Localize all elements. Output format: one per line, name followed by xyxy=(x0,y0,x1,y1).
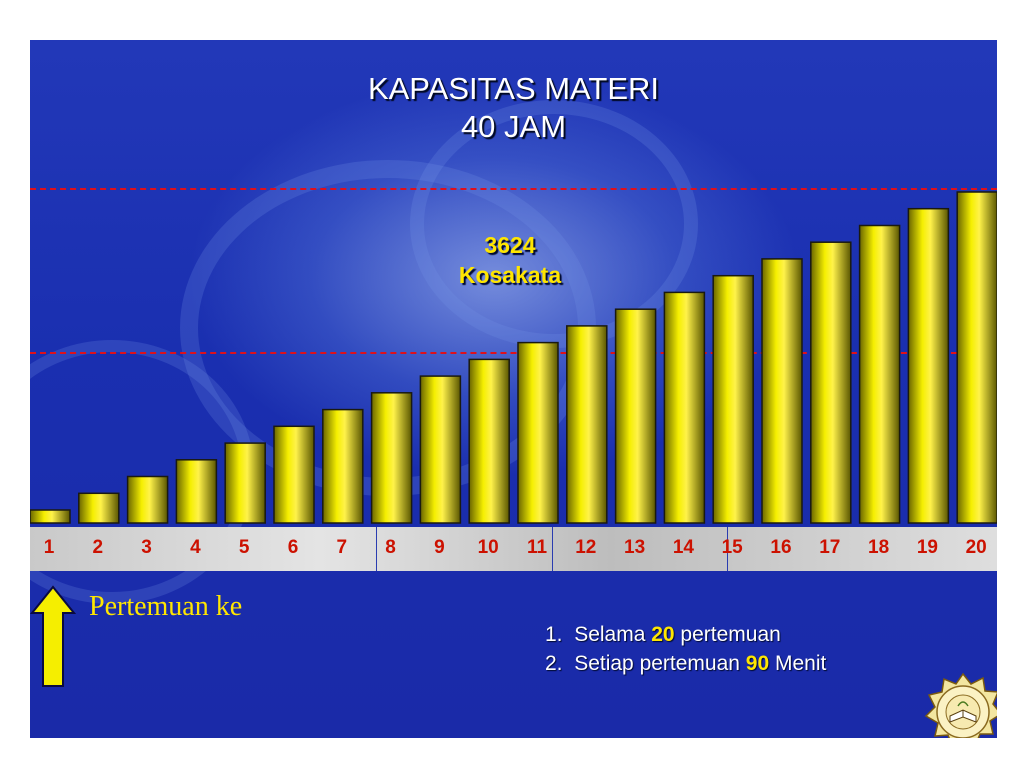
note-highlight: 90 xyxy=(745,652,770,675)
x-axis-label: Pertemuan ke xyxy=(89,591,243,622)
tick-label-12: 12 xyxy=(575,537,597,558)
note-text: Selama xyxy=(574,623,652,646)
note-number: 2. xyxy=(545,652,563,675)
tick-label-17: 17 xyxy=(819,537,841,558)
total-annotation: 3624 Kosakata xyxy=(410,230,610,290)
x-tick-labels: 1 2 3 4 5 6 7 8 9 10 11 12 13 14 15 16 17 18 19 20 xyxy=(30,537,997,561)
tick-label-16: 16 xyxy=(770,537,792,558)
bar-18 xyxy=(858,224,901,524)
note-item: 1. Selama 20 pertemuan xyxy=(545,620,826,649)
bar-8 xyxy=(370,392,413,524)
tick-label-9: 9 xyxy=(434,537,445,558)
bar-4 xyxy=(175,459,218,524)
note-text: Setiap pertemuan xyxy=(574,652,746,675)
title-line-2: 40 JAM xyxy=(460,109,567,144)
axis-divider xyxy=(727,527,728,571)
bar-17 xyxy=(810,241,852,524)
notes-list: 1. Selama 20 pertemuan 2. Setiap pertemu… xyxy=(545,620,826,678)
note-text: Menit xyxy=(769,652,827,675)
tick-label-18: 18 xyxy=(868,537,890,558)
tick-label-15: 15 xyxy=(721,537,743,558)
bar-3 xyxy=(126,475,169,524)
seal-emblem-icon xyxy=(924,672,997,738)
note-highlight: 20 xyxy=(651,623,675,646)
reference-line-mid xyxy=(30,352,997,354)
bar-20 xyxy=(956,191,997,524)
total-value: 3624 xyxy=(484,232,536,258)
bar-9 xyxy=(419,375,462,524)
bar-5 xyxy=(224,442,266,524)
note-number: 1. xyxy=(545,623,563,646)
tick-label-4: 4 xyxy=(190,537,201,558)
x-axis-strip xyxy=(30,527,997,571)
tick-label-5: 5 xyxy=(238,537,250,558)
tick-label-2: 2 xyxy=(92,537,104,558)
bar-2 xyxy=(78,492,120,524)
bar-6 xyxy=(273,425,315,524)
chart-title: KAPASITAS MATERI 40 JAM xyxy=(30,70,997,146)
bar-7 xyxy=(322,408,364,524)
tick-label-19: 19 xyxy=(916,537,938,558)
tick-label-11: 11 xyxy=(526,537,548,558)
total-label: Kosakata xyxy=(458,262,562,288)
title-line-1: KAPASITAS MATERI xyxy=(367,71,660,106)
axis-divider xyxy=(552,527,553,571)
note-text: pertemuan xyxy=(674,623,781,646)
tick-label-14: 14 xyxy=(672,537,694,558)
bar-chart xyxy=(30,191,997,524)
tick-label-7: 7 xyxy=(336,537,348,558)
tick-label-20: 20 xyxy=(965,537,987,558)
bar-16 xyxy=(761,258,803,524)
note-item: 2. Setiap pertemuan 90 Menit xyxy=(545,649,826,678)
tick-label-8: 8 xyxy=(385,537,396,558)
tick-label-3: 3 xyxy=(141,537,152,558)
tick-label-10: 10 xyxy=(477,537,499,558)
bar-14 xyxy=(663,291,706,524)
bar-10 xyxy=(468,358,510,524)
bar-13 xyxy=(614,308,657,524)
reference-line-top xyxy=(30,188,997,190)
bar-1 xyxy=(30,509,71,524)
bar-12 xyxy=(566,325,608,524)
tick-label-13: 13 xyxy=(624,537,646,558)
tick-label-1: 1 xyxy=(43,537,55,558)
bar-15 xyxy=(712,274,754,524)
bar-19 xyxy=(907,207,950,524)
bar-11 xyxy=(517,341,559,524)
axis-divider xyxy=(376,527,377,571)
tick-label-6: 6 xyxy=(287,537,299,558)
up-arrow-icon xyxy=(30,585,76,687)
